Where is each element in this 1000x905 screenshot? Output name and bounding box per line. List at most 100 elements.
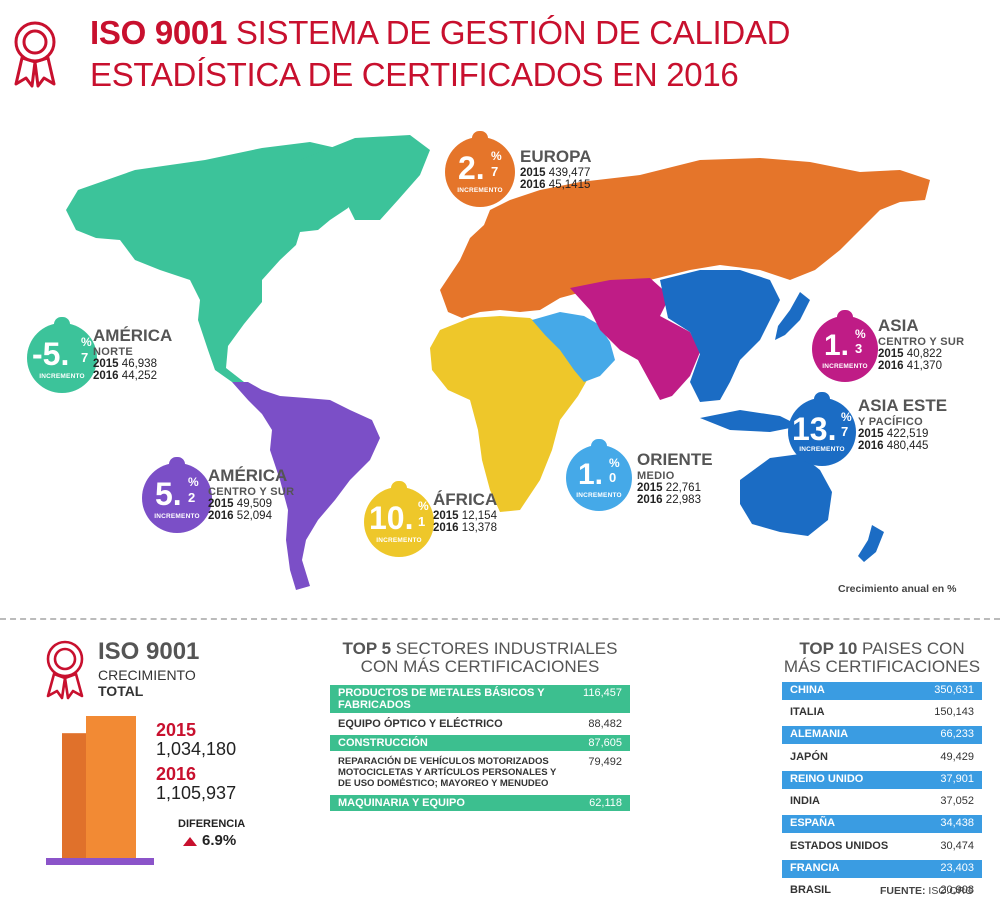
badge-knob <box>837 310 853 320</box>
country-row: BRASIL 20,908 <box>782 882 982 900</box>
region-2016: 2016 22,983 <box>637 494 701 507</box>
country-label: BRASIL <box>790 884 831 897</box>
region-name: AMÉRICA <box>208 466 288 485</box>
region-oriente-medio: ORIENTE MEDIO 2015 22,761 2016 22,983 <box>637 450 713 507</box>
badge-america-norte: -5. % 7 INCREMENTO <box>27 317 97 393</box>
country-value: 37,052 <box>940 795 974 808</box>
badge-percent: % <box>841 409 852 424</box>
sector-row: MAQUINARIA Y EQUIPO 62,118 <box>330 794 630 811</box>
badge-label: INCREMENTO <box>457 186 503 194</box>
badge-growth-int: 5. <box>155 476 182 513</box>
map-east-asia <box>660 270 780 402</box>
country-label: FRANCIA <box>790 862 840 875</box>
map-new-zealand <box>858 525 884 562</box>
badge-label: INCREMENTO <box>154 512 200 520</box>
region-america-centro-sur: AMÉRICA CENTRO Y SUR 2015 49,509 2016 52… <box>208 466 295 523</box>
region-africa: ÁFRICA 2015 12,154 2016 13,378 <box>433 490 498 535</box>
badge-knob <box>391 481 407 491</box>
badge-growth-dec: 7 <box>491 163 499 179</box>
badge-label: INCREMENTO <box>799 446 845 454</box>
region-name: ÁFRICA <box>433 490 498 509</box>
country-value: 37,901 <box>940 772 974 785</box>
badge-label: INCREMENTO <box>39 372 85 380</box>
growth-bars <box>46 716 154 865</box>
badge-growth-dec: 3 <box>855 341 863 357</box>
growth-2016-label: 2016 <box>156 764 197 784</box>
region-2016: 2016 52,094 <box>208 510 272 523</box>
badge-growth-dec: 0 <box>609 470 617 486</box>
country-row: ALEMANIA 66,233 <box>782 726 982 745</box>
region-sub: NORTE <box>93 345 133 358</box>
badge-knob <box>54 317 70 327</box>
badge-growth-int: -5. <box>32 336 70 373</box>
country-label: ESPAÑA <box>790 817 836 830</box>
badge-label: INCREMENTO <box>376 536 422 544</box>
country-row: ESTADOS UNIDOS 30,474 <box>782 838 982 856</box>
sector-row: CONSTRUCCIÓN 87,605 <box>330 734 630 751</box>
growth-2016-value: 1,105,937 <box>156 783 237 803</box>
map-japan <box>775 292 810 340</box>
region-sub: CENTRO Y SUR <box>878 335 965 348</box>
page-title: ISO 9001 SISTEMA DE GESTIÓN DE CALIDAD <box>90 14 791 51</box>
countries-title: TOP 10 PAISES CON MÁS CERTIFICACIONES <box>783 639 981 676</box>
country-value: 34,438 <box>940 817 974 830</box>
badge-europa: 2. % 7 INCREMENTO <box>445 131 515 207</box>
country-value: 350,631 <box>934 683 974 696</box>
sector-value: 116,457 <box>583 686 622 699</box>
map-south-america <box>232 382 380 590</box>
growth-title: ISO 9001 <box>98 638 200 665</box>
growth-diff-label: DIFERENCIA <box>178 818 246 830</box>
region-2015: 2015 40,822 <box>878 347 942 360</box>
region-2016: 2016 41,370 <box>878 360 942 373</box>
country-row: ESPAÑA 34,438 <box>782 815 982 834</box>
growth-diff-value: 6.9% <box>202 832 237 849</box>
badge-asia-centro-sur: 1. % 3 INCREMENTO <box>812 310 878 382</box>
country-label: CHINA <box>790 683 825 696</box>
map-australia <box>740 454 832 536</box>
region-2015: 2015 46,938 <box>93 357 157 370</box>
country-label: ESTADOS UNIDOS <box>790 839 889 852</box>
country-row: JAPÓN 49,429 <box>782 749 982 767</box>
top10-countries: TOP 10 PAISES CON MÁS CERTIFICACIONES CHI… <box>782 640 982 905</box>
country-row: FRANCIA 23,403 <box>782 860 982 879</box>
country-row: ITALIA 150,143 <box>782 704 982 722</box>
region-2015: 2015 22,761 <box>637 481 701 494</box>
region-europa: EUROPA 2015 439,477 2016 45,1415 <box>520 147 592 192</box>
map-greenland <box>300 135 430 220</box>
map-indonesia <box>700 410 800 432</box>
badge-knob <box>169 457 185 467</box>
sector-row: EQUIPO ÓPTICO Y ELÉCTRICO 88,482 <box>330 715 630 732</box>
region-name: AMÉRICA <box>93 326 173 345</box>
award-ribbon-icon-small <box>42 638 88 700</box>
country-row: REINO UNIDO 37,901 <box>782 770 982 789</box>
map-central-asia <box>570 278 700 400</box>
badge-africa: 10. % 1 INCREMENTO <box>364 481 434 557</box>
region-name: EUROPA <box>520 147 592 166</box>
page-subtitle: ESTADÍSTICA DE CERTIFICADOS EN 2016 <box>90 56 739 93</box>
badge-percent: % <box>609 456 620 471</box>
sector-value: 87,605 <box>588 736 622 749</box>
country-label: INDIA <box>790 795 820 808</box>
map-europe <box>440 158 930 318</box>
sector-value: 79,492 <box>588 755 622 768</box>
region-asia-este: ASIA ESTE Y PACÍFICO 2015 422,519 2016 4… <box>858 396 948 453</box>
region-sub: CENTRO Y SUR <box>208 485 295 498</box>
region-name: ASIA ESTE <box>858 396 948 415</box>
badge-knob <box>814 392 830 402</box>
badge-asia-este: 13. % 7 INCREMENTO <box>788 392 856 466</box>
badge-growth-int: 13. <box>792 410 837 447</box>
country-value: 23,403 <box>940 862 974 875</box>
badge-growth-dec: 7 <box>81 349 89 365</box>
badge-oriente-medio: 1. % 0 INCREMENTO <box>566 439 632 511</box>
sector-label: MAQUINARIA Y EQUIPO <box>338 796 465 809</box>
badge-growth-dec: 7 <box>841 423 849 439</box>
region-2015: 2015 12,154 <box>433 509 497 522</box>
bar-2016 <box>86 716 136 858</box>
badge-label: INCREMENTO <box>822 362 868 370</box>
up-triangle-icon <box>183 837 197 846</box>
badge-growth-int: 2. <box>458 150 485 187</box>
country-value: 150,143 <box>934 705 974 718</box>
map-middle-east <box>532 312 615 382</box>
country-row: INDIA 37,052 <box>782 793 982 811</box>
map-note: Crecimiento anual en % <box>838 583 957 595</box>
